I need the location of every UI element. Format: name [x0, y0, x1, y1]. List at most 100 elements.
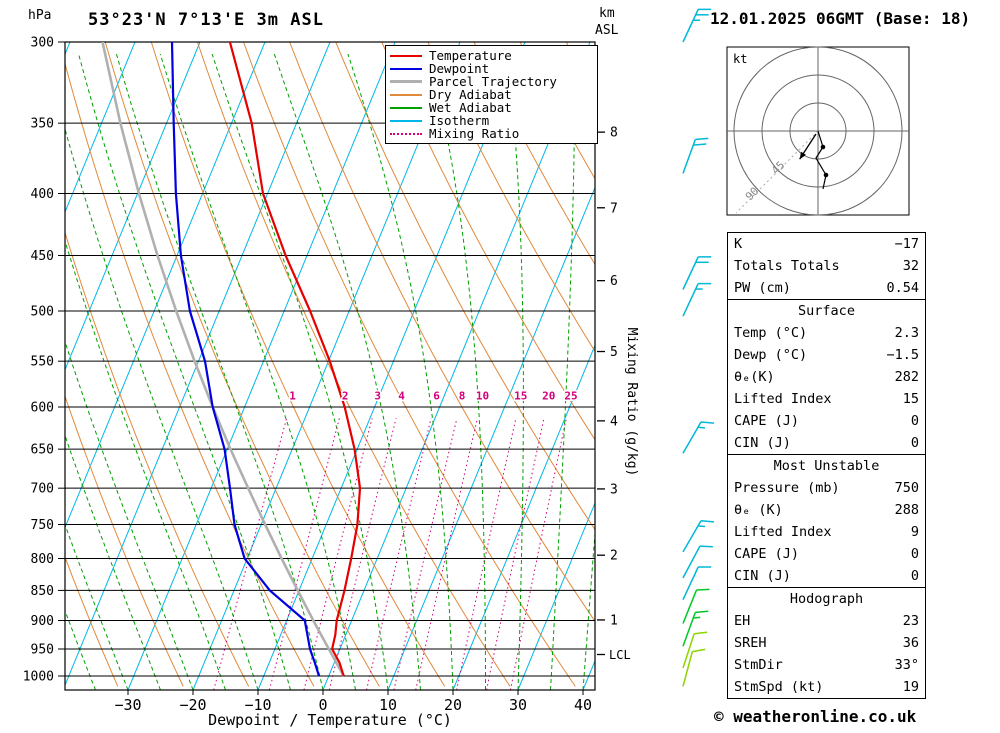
- mixing-ratio-label: 1: [289, 389, 296, 402]
- section-header-surface: Surface: [798, 303, 855, 319]
- stat-label: Lifted Index: [734, 391, 832, 407]
- row-lifted-index-mu: Lifted Index 9: [728, 521, 925, 543]
- stat-value: 288: [894, 502, 919, 518]
- row-theta-e-mu: θₑ (K) 288: [728, 499, 925, 521]
- pressure-tick-label: 950: [31, 642, 54, 657]
- chart-legend: Temperature Dewpoint Parcel Trajectory D…: [385, 45, 598, 144]
- pressure-tick-label: 500: [31, 304, 54, 319]
- temperature-line-sample: [390, 54, 422, 57]
- legend-item-wet-adiabat: Wet Adiabat: [390, 101, 593, 114]
- wind-barb: [682, 8, 712, 43]
- km-tick-label: 6: [610, 274, 618, 289]
- temp-tick-label: 10: [379, 696, 397, 714]
- section-hodograph: Hodograph EH 23 SREH 36 StmDir 33° StmSp…: [728, 587, 925, 698]
- stat-label: K: [734, 236, 743, 252]
- stat-label: Lifted Index: [734, 524, 832, 540]
- row-pw: PW (cm) 0.54: [728, 277, 925, 299]
- row-k: K −17: [728, 233, 925, 255]
- legend-label: Parcel Trajectory: [429, 74, 557, 89]
- row-stmdir: StmDir 33°: [728, 654, 925, 676]
- section-surface: Surface Temp (°C) 2.3 Dewp (°C) −1.5 θₑ(…: [728, 299, 925, 454]
- mixing-ratio-label: 20: [542, 389, 555, 402]
- km-tick-label: 7: [610, 201, 618, 216]
- stat-label: Dewp (°C): [734, 347, 808, 363]
- stat-value: 23: [902, 613, 919, 629]
- legend-item-isotherm: Isotherm: [390, 114, 593, 127]
- row-cin-mu: CIN (J) 0: [728, 565, 925, 587]
- stat-value: 0: [910, 435, 919, 451]
- dry-adiabat-line-sample: [390, 93, 422, 96]
- mixing-ratio-label: 6: [433, 389, 440, 402]
- stat-value: 0: [910, 568, 919, 584]
- lcl-label: LCL: [609, 648, 631, 662]
- legend-item-temperature: Temperature: [390, 49, 593, 62]
- mixing-ratio-line-sample: [390, 132, 422, 135]
- stat-label: Temp (°C): [734, 325, 808, 341]
- pressure-tick-label: 750: [31, 518, 54, 533]
- hodograph-unit-label: kt: [733, 52, 747, 66]
- temp-tick-label: −20: [179, 696, 206, 714]
- legend-label: Mixing Ratio: [429, 126, 520, 141]
- legend-label: Wet Adiabat: [429, 100, 512, 115]
- pressure-axis-unit: hPa: [28, 8, 52, 23]
- stat-value: 0: [910, 413, 919, 429]
- mixing-ratio-label: 3: [374, 389, 381, 402]
- row-cin: CIN (J) 0: [728, 432, 925, 454]
- section-header-most-unstable: Most Unstable: [773, 458, 880, 474]
- parcel-trajectory-curve: [101, 42, 345, 677]
- pressure-tick-label: 850: [31, 584, 54, 599]
- stat-label: Pressure (mb): [734, 480, 840, 496]
- row-totals-totals: Totals Totals 32: [728, 255, 925, 277]
- wet-adiabat-line-sample: [390, 106, 422, 109]
- pressure-tick-label: 550: [31, 355, 54, 370]
- stat-label: CIN (J): [734, 568, 791, 584]
- legend-item-mixing-ratio: Mixing Ratio: [390, 127, 593, 140]
- stat-label: EH: [734, 613, 751, 629]
- row-sreh: SREH 36: [728, 632, 925, 654]
- legend-item-dry-adiabat: Dry Adiabat: [390, 88, 593, 101]
- temp-tick-label: 0: [318, 696, 327, 714]
- stat-value: 32: [902, 258, 919, 274]
- pressure-tick-label: 300: [31, 36, 54, 51]
- pressure-tick-label: 450: [31, 249, 54, 264]
- section-general: K −17 Totals Totals 32 PW (cm) 0.54: [728, 233, 925, 299]
- stat-label: CAPE (J): [734, 413, 800, 429]
- km-tick-label: 4: [610, 414, 618, 429]
- stat-label: CIN (J): [734, 435, 791, 451]
- row-eh: EH 23: [728, 610, 925, 632]
- temp-tick-label: −30: [114, 696, 141, 714]
- wind-barb: [682, 519, 715, 553]
- wind-barb: [682, 588, 710, 624]
- parcel-line-sample: [390, 80, 422, 83]
- legend-label: Isotherm: [429, 113, 490, 128]
- dewpoint-curve: [170, 42, 321, 677]
- stat-label: Totals Totals: [734, 258, 840, 274]
- wind-barb: [682, 631, 708, 669]
- row-lifted-index: Lifted Index 15: [728, 388, 925, 410]
- row-theta-e: θₑ(K) 282: [728, 366, 925, 388]
- asl-label: ASL: [595, 23, 619, 38]
- pressure-tick-label: 400: [31, 187, 54, 202]
- km-tick-label: 8: [610, 126, 618, 141]
- row-cape-mu: CAPE (J) 0: [728, 543, 925, 565]
- wind-barb: [682, 137, 709, 174]
- wind-barb: [682, 545, 713, 579]
- wind-barb: [682, 421, 715, 454]
- stat-value: 282: [894, 369, 919, 385]
- stat-value: 19: [902, 679, 919, 695]
- isotherm-line-sample: [390, 119, 422, 122]
- row-stmspd: StmSpd (kt) 19: [728, 676, 925, 698]
- mixing-ratio-axis-title: Mixing Ratio (g/kg): [624, 328, 639, 477]
- wind-barb: [682, 610, 709, 647]
- sounding-profiles: [101, 42, 362, 677]
- pressure-tick-label: 600: [31, 401, 54, 416]
- wind-barb: [682, 282, 712, 317]
- stat-value: 33°: [894, 657, 919, 673]
- km-axis-unit: km: [599, 6, 615, 21]
- temperature-curve: [228, 42, 362, 677]
- row-pressure: Pressure (mb) 750: [728, 477, 925, 499]
- stat-label: CAPE (J): [734, 546, 800, 562]
- mixing-ratio-label: 8: [459, 389, 466, 402]
- section-most-unstable: Most Unstable Pressure (mb) 750 θₑ (K) 2…: [728, 454, 925, 587]
